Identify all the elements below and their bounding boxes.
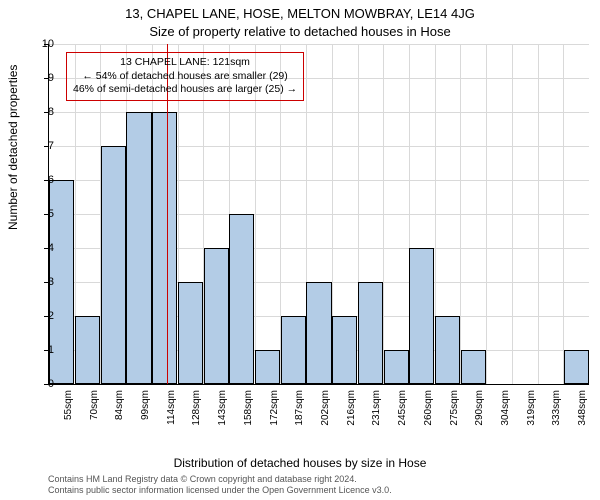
bar (461, 350, 486, 384)
chart-title: 13, CHAPEL LANE, HOSE, MELTON MOWBRAY, L… (0, 6, 600, 21)
ytick-mark (44, 44, 48, 45)
xtick-label: 202sqm (320, 390, 331, 430)
xtick-label: 275sqm (449, 390, 460, 430)
ytick-mark (44, 112, 48, 113)
bar (152, 112, 177, 384)
gridline-v (383, 44, 384, 384)
xtick-label: 143sqm (217, 390, 228, 430)
bar (101, 146, 126, 384)
gridline-v (486, 44, 487, 384)
ytick-mark (44, 282, 48, 283)
xtick-label: 304sqm (500, 390, 511, 430)
bar (384, 350, 409, 384)
footer-line1: Contains HM Land Registry data © Crown c… (48, 474, 392, 485)
callout-line3: 46% of semi-detached houses are larger (… (73, 83, 297, 97)
bar (229, 214, 254, 384)
xtick-label: 333sqm (551, 390, 562, 430)
bar (178, 282, 203, 384)
xtick-label: 216sqm (346, 390, 357, 430)
gridline-v (563, 44, 564, 384)
gridline-v (512, 44, 513, 384)
bar (306, 282, 331, 384)
ytick-mark (44, 384, 48, 385)
xtick-label: 319sqm (526, 390, 537, 430)
xtick-label: 99sqm (140, 390, 151, 430)
bar (126, 112, 151, 384)
y-axis-label: Number of detached properties (6, 65, 20, 230)
x-axis-label: Distribution of detached houses by size … (0, 456, 600, 470)
xtick-label: 70sqm (89, 390, 100, 430)
xtick-label: 172sqm (269, 390, 280, 430)
xtick-label: 84sqm (114, 390, 125, 430)
bar (204, 248, 229, 384)
xtick-label: 260sqm (423, 390, 434, 430)
ytick-mark (44, 214, 48, 215)
bar (564, 350, 589, 384)
footer-line2: Contains public sector information licen… (48, 485, 392, 496)
bar (332, 316, 357, 384)
ytick-mark (44, 180, 48, 181)
callout-line1: 13 CHAPEL LANE: 121sqm (73, 56, 297, 70)
chart-subtitle: Size of property relative to detached ho… (0, 24, 600, 39)
xtick-label: 187sqm (294, 390, 305, 430)
xtick-label: 348sqm (577, 390, 588, 430)
ytick-mark (44, 248, 48, 249)
bar (358, 282, 383, 384)
gridline-v (460, 44, 461, 384)
gridline-v (538, 44, 539, 384)
xtick-label: 128sqm (191, 390, 202, 430)
gridline-h (49, 44, 589, 45)
footer-attribution: Contains HM Land Registry data © Crown c… (48, 474, 392, 496)
bar (75, 316, 100, 384)
xtick-label: 245sqm (397, 390, 408, 430)
xtick-label: 231sqm (371, 390, 382, 430)
callout-line2: ← 54% of detached houses are smaller (29… (73, 70, 297, 84)
bar (281, 316, 306, 384)
ytick-mark (44, 146, 48, 147)
xtick-label: 158sqm (243, 390, 254, 430)
ytick-mark (44, 316, 48, 317)
xtick-label: 290sqm (474, 390, 485, 430)
xtick-label: 55sqm (63, 390, 74, 430)
bar (435, 316, 460, 384)
bar (409, 248, 434, 384)
xtick-label: 114sqm (166, 390, 177, 430)
ytick-mark (44, 78, 48, 79)
ytick-mark (44, 350, 48, 351)
callout-box: 13 CHAPEL LANE: 121sqm← 54% of detached … (66, 52, 304, 101)
bar (255, 350, 280, 384)
